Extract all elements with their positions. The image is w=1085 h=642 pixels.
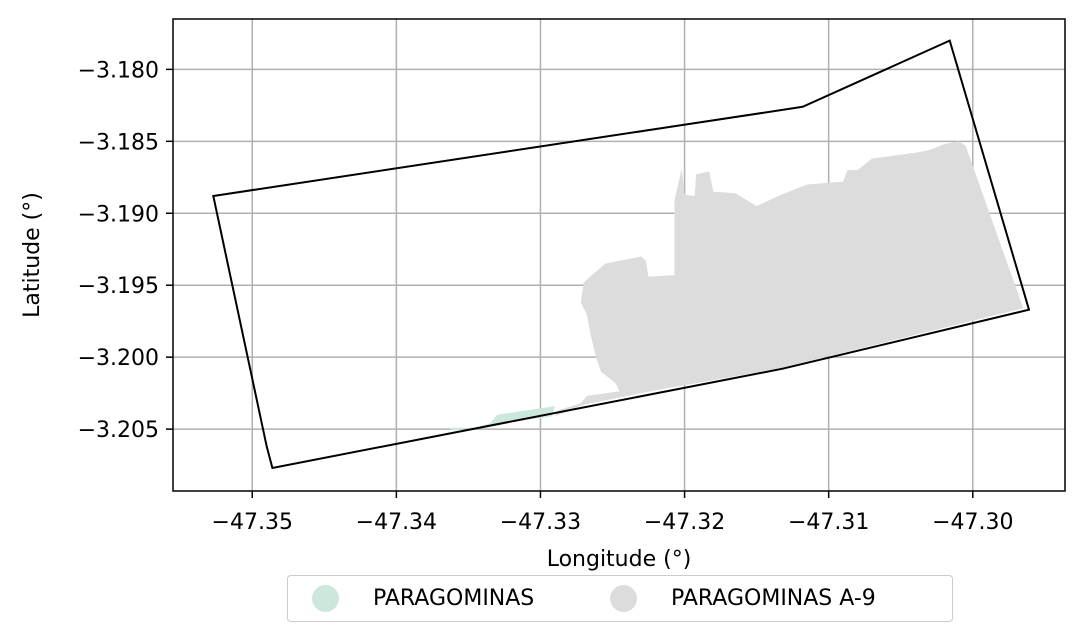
y-tick-label-4: −3.200: [78, 346, 159, 371]
legend-label-paragominas-a9: PARAGOMINAS A-9: [671, 586, 876, 611]
y-tick-label-0: −3.180: [78, 58, 159, 83]
study-area-boundary: [212, 39, 1031, 470]
legend-marker-paragominas: [312, 585, 339, 612]
legend-marker-paragominas-a9: [610, 585, 637, 612]
y-axis-label: Latitude (°): [20, 192, 45, 318]
x-tick-label-4: −47.31: [788, 510, 869, 535]
x-tick-label-5: −47.30: [932, 510, 1013, 535]
plot-frame: [172, 18, 1066, 492]
polygons: [446, 141, 1024, 431]
x-tick-label-1: −47.34: [356, 510, 437, 535]
x-tick-label-2: −47.33: [500, 510, 581, 535]
legend: PARAGOMINAS PARAGOMINAS A-9: [287, 575, 953, 622]
region-paragominas-a-9: [554, 141, 1024, 417]
legend-item-paragominas-a9: PARAGOMINAS A-9: [610, 576, 876, 621]
region-paragominas: [446, 406, 555, 431]
legend-item-paragominas: PARAGOMINAS: [288, 576, 610, 621]
y-tick-label-5: −3.205: [78, 418, 159, 443]
x-axis-ticks: −47.35 −47.34 −47.33 −47.32 −47.31 −47.30: [212, 491, 1013, 535]
boundary: [212, 39, 1031, 470]
x-axis-label: Longitude (°): [547, 547, 692, 572]
y-tick-label-3: −3.195: [78, 274, 159, 299]
legend-label-paragominas: PARAGOMINAS: [373, 586, 535, 611]
y-tick-label-1: −3.185: [78, 130, 159, 155]
x-tick-label-3: −47.32: [644, 510, 725, 535]
x-tick-label-0: −47.35: [212, 510, 293, 535]
y-tick-label-2: −3.190: [78, 202, 159, 227]
y-axis-ticks: −3.180 −3.185 −3.190 −3.195 −3.200 −3.205: [78, 58, 173, 443]
